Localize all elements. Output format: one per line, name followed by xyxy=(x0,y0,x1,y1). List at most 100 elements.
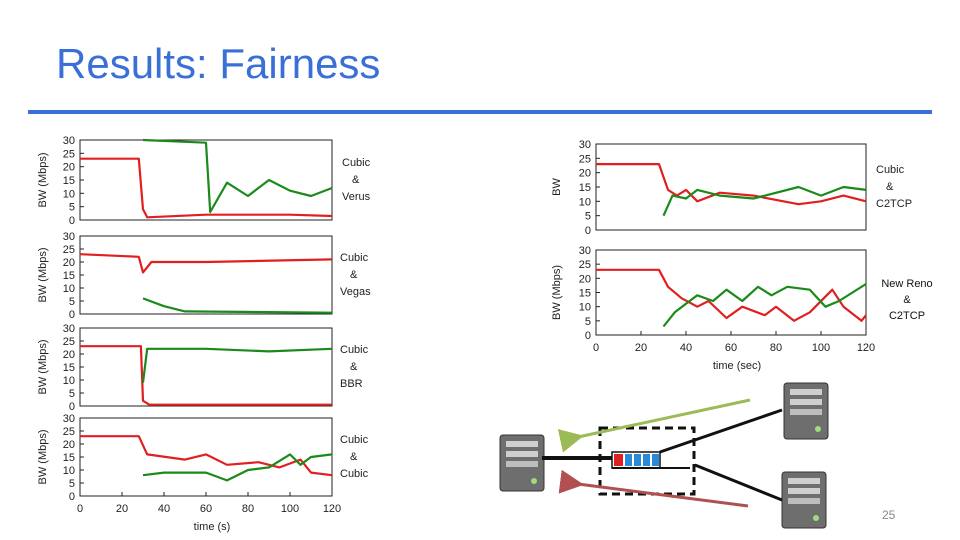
x-tick-label: 120 xyxy=(857,342,875,354)
series-line-red xyxy=(596,163,867,206)
y-tick-label: 30 xyxy=(579,139,591,151)
legend-entry: Cubic xyxy=(876,164,905,176)
server-bay xyxy=(788,488,820,494)
bottleneck-router xyxy=(598,426,696,496)
y-axis-label: BW (Mbps) xyxy=(37,153,49,208)
link-bottom xyxy=(694,463,783,502)
series-line-green xyxy=(142,297,333,314)
x-tick-label: 120 xyxy=(323,503,341,515)
legend-entry: Verus xyxy=(342,191,371,203)
queue-packet-blue xyxy=(634,454,641,466)
x-tick-label: 40 xyxy=(680,342,692,354)
y-tick-label: 10 xyxy=(63,375,75,387)
legend-entry: & xyxy=(350,361,358,373)
server-sender-top xyxy=(783,382,829,440)
y-tick-label: 30 xyxy=(63,323,75,335)
y-tick-label: 25 xyxy=(63,244,75,256)
y-tick-label: 5 xyxy=(69,388,75,400)
legend-entry: Cubic xyxy=(340,344,369,356)
server-receiver xyxy=(499,434,545,492)
server-sender-bottom xyxy=(781,471,827,529)
y-tick-label: 0 xyxy=(69,309,75,321)
legend-entry: & xyxy=(350,269,358,281)
y-tick-label: 10 xyxy=(63,465,75,477)
slide-title: Results: Fairness xyxy=(56,40,381,87)
legend-entry: Cubic xyxy=(340,434,369,446)
legend-line-1: New Reno xyxy=(881,278,933,290)
x-tick-label: 0 xyxy=(77,503,83,515)
legend-entry: C2TCP xyxy=(876,198,912,210)
x-tick-label: 20 xyxy=(116,503,128,515)
y-tick-label: 15 xyxy=(579,288,591,300)
server-bay xyxy=(790,389,822,395)
y-tick-label: 30 xyxy=(63,413,75,425)
title-underline xyxy=(28,110,932,114)
legend-entry: & xyxy=(886,181,894,193)
queue-packet-blue xyxy=(652,454,659,466)
plot-frame xyxy=(79,417,333,497)
server-bay xyxy=(790,409,822,415)
y-tick-label: 15 xyxy=(63,362,75,374)
x-tick-label: 100 xyxy=(281,503,299,515)
y-axis-label: BW (Mbps) xyxy=(37,430,49,485)
series-line-red xyxy=(80,435,333,477)
x-tick-label: 20 xyxy=(635,342,647,354)
queue-packet-blue xyxy=(643,454,650,466)
legend-entry: BBR xyxy=(340,378,363,390)
y-tick-label: 10 xyxy=(579,196,591,208)
series-line-green xyxy=(142,453,333,482)
y-tick-label: 15 xyxy=(63,270,75,282)
y-tick-label: 20 xyxy=(63,349,75,361)
y-tick-label: 30 xyxy=(63,135,75,147)
flow-arrow-red xyxy=(558,469,749,508)
y-tick-label: 0 xyxy=(69,215,75,227)
y-tick-label: 0 xyxy=(585,330,591,342)
series-line-green xyxy=(141,347,333,383)
legend-line-2: & xyxy=(903,294,911,306)
series-line-red xyxy=(80,345,332,406)
chart-panel-right-2: 30 25 20 15 10 5 00 20 40 60 80 100 120 time (sec) BW … xyxy=(551,245,875,372)
y-tick-label: 5 xyxy=(585,211,591,223)
series-line-green xyxy=(662,283,867,328)
server-bay xyxy=(788,498,820,504)
y-tick-label: 20 xyxy=(579,273,591,285)
x-tick-label: 60 xyxy=(725,342,737,354)
series-line-green xyxy=(662,185,867,217)
y-tick-label: 5 xyxy=(585,316,591,328)
plot-frame xyxy=(79,327,333,407)
y-tick-label: 20 xyxy=(579,168,591,180)
server-bay xyxy=(506,451,538,457)
queue-packet-red xyxy=(614,454,623,466)
y-tick-label: 25 xyxy=(579,259,591,271)
plot-frame xyxy=(595,143,867,231)
legend-line-3: C2TCP xyxy=(888,310,926,322)
y-tick-label: 10 xyxy=(63,283,75,295)
x-axis-label: time (s) xyxy=(194,521,231,533)
link-top xyxy=(659,408,783,454)
plot-frame xyxy=(79,235,333,315)
y-tick-label: 20 xyxy=(63,257,75,269)
y-tick-label: 5 xyxy=(69,478,75,490)
y-tick-label: 30 xyxy=(579,245,591,257)
server-bay xyxy=(506,461,538,467)
legend-entry: & xyxy=(352,174,360,186)
y-tick-label: 0 xyxy=(585,225,591,237)
y-tick-label: 25 xyxy=(579,153,591,165)
y-tick-label: 25 xyxy=(63,148,75,160)
series-line-red xyxy=(80,157,333,219)
y-tick-label: 15 xyxy=(63,175,75,187)
y-tick-label: 25 xyxy=(63,426,75,438)
y-tick-label: 10 xyxy=(579,302,591,314)
x-tick-label: 80 xyxy=(242,503,254,515)
legend-newreno-c2tcp: New Reno & C2TCP xyxy=(868,276,946,324)
chart-panel-right-1: 30 25 20 15 10 5 0 BW Cubic & C2TCP xyxy=(551,139,912,237)
y-tick-label: 5 xyxy=(69,202,75,214)
page-number: 25 xyxy=(882,508,896,522)
series-line-red xyxy=(79,253,333,274)
y-axis-label: BW (Mbps) xyxy=(37,340,49,395)
queue-packet-blue xyxy=(625,454,632,466)
